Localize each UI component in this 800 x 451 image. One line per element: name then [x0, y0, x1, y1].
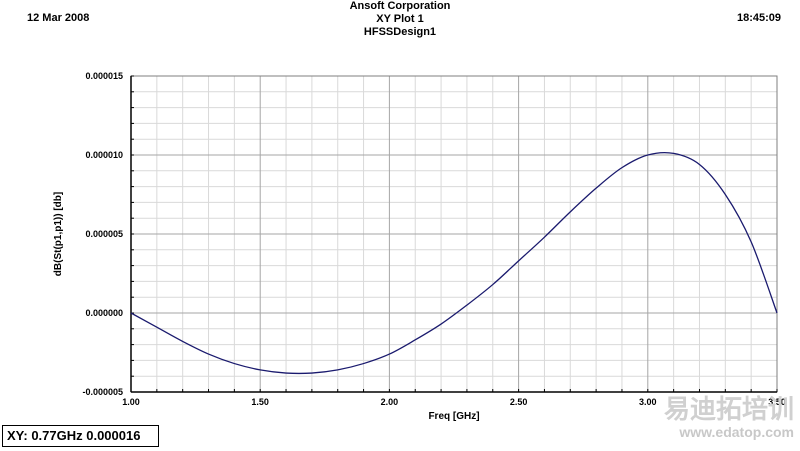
series-line[interactable] — [130, 151, 778, 375]
y-tick-label: 0.000010 — [85, 150, 123, 160]
plot-frame — [130, 75, 778, 393]
series-layer[interactable] — [130, 151, 778, 375]
tick-labels: 1.00 1.50 2.00 2.50 3.00 3.50 -0.000005 0.00000… — [82, 71, 785, 407]
grid-layer — [130, 75, 778, 393]
y-tick-label: 0.000000 — [85, 308, 123, 318]
watermark-logo: 易迪拓培训 www.edatop.com — [664, 397, 794, 439]
y-tick-label: 0.000005 — [85, 229, 123, 239]
watermark-cn-text: 易迪拓培训 — [663, 395, 794, 425]
x-tick-label: 3.00 — [639, 397, 657, 407]
x-axis-label: Freq [GHz] — [428, 411, 479, 422]
company-name: Ansoft Corporation — [349, 0, 451, 12]
axis-labels: Freq [GHz] dB(St(p1,p1)) [db] — [53, 192, 480, 422]
watermark-url: www.edatop.com — [679, 424, 794, 440]
y-tick-label: -0.000005 — [82, 387, 123, 397]
plot-date: 12 Mar 2008 — [27, 12, 90, 24]
y-axis-label: dB(St(p1,p1)) [db] — [53, 192, 64, 276]
marker-readout: XY: 0.77GHz 0.000016 — [2, 425, 159, 447]
x-tick-label: 2.50 — [510, 397, 528, 407]
x-tick-label: 1.50 — [251, 397, 269, 407]
x-tick-label: 1.00 — [122, 397, 140, 407]
design-name: HFSSDesign1 — [363, 26, 437, 38]
plot-title: XY Plot 1 — [376, 13, 424, 25]
x-tick-label: 2.00 — [381, 397, 399, 407]
plot-header-center: Ansoft Corporation XY Plot 1 HFSSDesign1 — [0, 0, 800, 39]
x-tick-label: 3.50 — [768, 397, 786, 407]
plot-time: 18:45:09 — [736, 12, 781, 24]
y-tick-label: 0.000015 — [85, 71, 123, 81]
